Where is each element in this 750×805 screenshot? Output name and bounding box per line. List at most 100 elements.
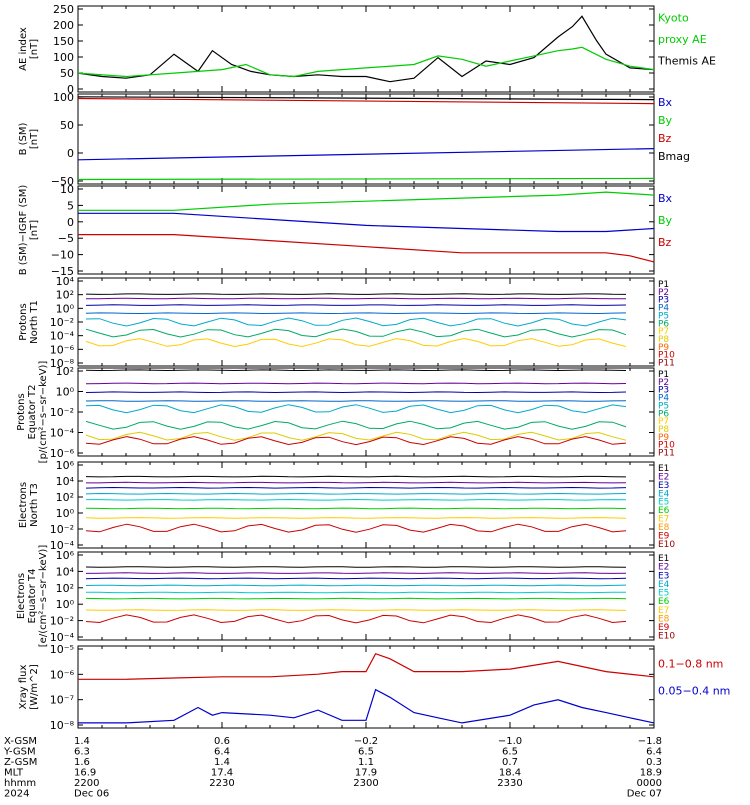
legend-entry: P6 <box>658 409 669 419</box>
legend-entry: E2 <box>658 563 669 573</box>
legend-entry: P3 <box>658 296 669 306</box>
legend-entry: Bx <box>658 192 673 205</box>
y-tick-label: 10⁻² <box>50 406 74 419</box>
flux-series-line <box>85 420 627 430</box>
legend-entry: E10 <box>658 632 675 642</box>
y-tick-label: 10⁶ <box>56 549 75 562</box>
footer-value: 16.9 <box>74 768 96 779</box>
panel-frame-xray <box>77 645 655 729</box>
panel-ylabel: B (SM)−IGRF (SM) <box>18 185 29 276</box>
flux-series-line <box>85 304 627 306</box>
flux-series-line <box>85 431 627 441</box>
series-line <box>77 177 655 181</box>
flux-series-line <box>85 486 627 489</box>
legend-entry: E5 <box>658 498 669 508</box>
footer-value: 17.9 <box>355 768 377 779</box>
flux-series-line <box>85 293 627 295</box>
legend-entry: E7 <box>658 515 669 525</box>
legend-entry: P9 <box>658 433 669 443</box>
footer-value: 18.9 <box>640 768 662 779</box>
y-tick-label: 10² <box>56 491 74 504</box>
y-tick-label: 0 <box>67 147 74 160</box>
footer-value: Dec 06 <box>74 789 109 800</box>
panel-ylabel: [nT] <box>29 220 40 240</box>
legend-entry: E8 <box>658 523 670 533</box>
footer-value: 2200 <box>74 778 99 789</box>
flux-series-line <box>86 481 627 484</box>
footer-value: 6.4 <box>646 747 662 758</box>
footer-value: 1.6 <box>74 757 90 768</box>
y-tick-label: 10⁻⁷ <box>50 694 74 707</box>
series-line <box>78 652 655 680</box>
series-line <box>77 148 655 161</box>
y-tick-label: 10⁻² <box>50 316 74 329</box>
legend-entry: P2 <box>658 288 669 298</box>
flux-series-line <box>85 566 627 568</box>
footer-value: 6.5 <box>358 747 374 758</box>
y-tick-label: 10 <box>60 183 74 196</box>
footer-row-label: Y-GSM <box>3 747 36 758</box>
legend-entry: E9 <box>658 623 670 633</box>
legend-entry: Bz <box>658 132 672 145</box>
legend-entry: P4 <box>658 304 669 314</box>
y-tick-label: 10⁴ <box>56 275 75 288</box>
legend-entry: E7 <box>658 606 669 616</box>
panel-ylabel: Electrons <box>18 482 29 528</box>
footer-value: 2230 <box>209 778 234 789</box>
panel-ylabel: Xray flux <box>18 665 29 710</box>
y-tick-label: 10⁰ <box>56 507 75 520</box>
legend-entry: By <box>658 114 673 127</box>
y-tick-label: 50 <box>60 67 74 80</box>
legend-entry: P5 <box>658 311 669 321</box>
panel-ylabel: [p/(cm²−s−sr−keV)] <box>38 361 49 464</box>
panel-frame-bigrf <box>77 185 655 275</box>
footer-value: 0.7 <box>502 757 518 768</box>
flux-series-line <box>85 597 627 600</box>
y-tick-label: 10⁻⁴ <box>50 631 75 644</box>
footer-value: 6.4 <box>214 747 230 758</box>
legend-entry: P6 <box>658 319 669 329</box>
panel-ylabel: [W/m^2] <box>29 664 40 710</box>
footer-value: 6.5 <box>502 747 518 758</box>
y-tick-label: 10⁶ <box>56 459 75 472</box>
legend-entry: By <box>658 214 673 227</box>
y-tick-label: 150 <box>53 35 74 48</box>
legend-entry: P5 <box>658 401 669 411</box>
footer-row-label: MLT <box>4 768 24 779</box>
legend-entry: 0.05−0.4 nm <box>658 685 730 698</box>
flux-series-line <box>85 312 627 315</box>
legend-entry: P7 <box>658 327 669 337</box>
y-tick-label: 10² <box>56 289 74 302</box>
y-tick-label: 10⁻⁵ <box>50 643 74 656</box>
y-tick-label: 10² <box>56 582 74 595</box>
y-tick-label: 10⁰ <box>56 386 75 399</box>
panel-ylabel: Protons <box>16 393 27 430</box>
y-tick-label: 10⁰ <box>56 598 75 611</box>
footer-value: 17.4 <box>211 768 233 779</box>
footer-value: 18.4 <box>499 768 521 779</box>
series-line <box>78 212 655 233</box>
flux-series-line <box>86 297 627 300</box>
legend-entry: Kyoto <box>658 12 689 25</box>
series-line <box>78 688 655 724</box>
footer-value: 1.4 <box>214 757 230 768</box>
footer-value: −1.0 <box>498 736 522 747</box>
legend-entry: P11 <box>658 449 675 459</box>
series-line <box>78 234 655 263</box>
panel-ylabel: [nT] <box>29 129 40 149</box>
legend-entry: E4 <box>658 580 670 590</box>
panel-ylabel: Electrons <box>16 573 27 619</box>
panel-ylabel: North T1 <box>29 300 40 344</box>
footer-value: 1.4 <box>74 736 90 747</box>
footer-value: 2330 <box>497 778 522 789</box>
legend-entry: Bz <box>658 236 672 249</box>
series-line <box>77 46 655 78</box>
legend-entry: E1 <box>658 464 669 474</box>
footer-value: 0000 <box>637 778 662 789</box>
y-tick-label: 10⁻⁸ <box>50 719 75 732</box>
y-tick-label: 10⁻⁴ <box>50 427 75 440</box>
panel-ylabel: [nT] <box>29 39 40 59</box>
y-tick-label: 0 <box>67 216 74 229</box>
y-tick-label: 0 <box>67 83 74 96</box>
